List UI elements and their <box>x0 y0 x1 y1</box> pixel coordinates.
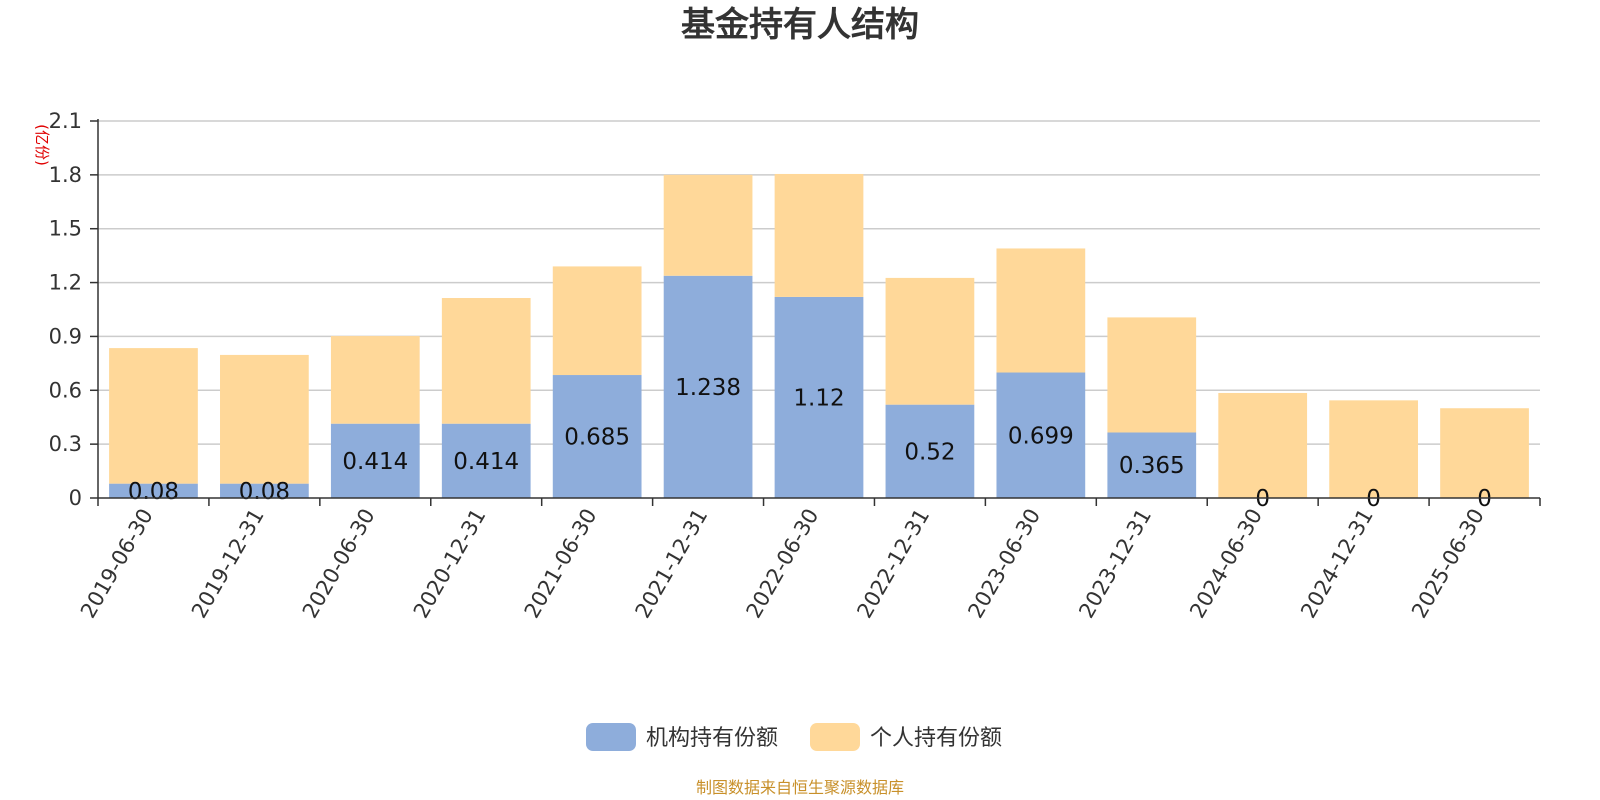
data-label-institutional: 0.414 <box>342 449 408 475</box>
data-label-institutional: 1.12 <box>793 385 844 411</box>
data-label-institutional: 0.685 <box>564 425 630 451</box>
y-tick-label: 0.3 <box>49 432 82 456</box>
y-axis: 0 0.3 0.6 0.9 1.2 1.5 1.8 2.1(亿份) <box>33 109 99 510</box>
y-tick-label: 2.1 <box>49 109 82 133</box>
y-tick-label: 1.5 <box>49 217 82 241</box>
bar-individual[interactable] <box>109 348 198 484</box>
bar-institutional[interactable] <box>996 372 1086 498</box>
x-tick-label: 2020-12-31 <box>409 505 491 623</box>
bars <box>109 173 1529 498</box>
x-tick-label: 2019-12-31 <box>187 505 269 623</box>
y-tick-label: 1.2 <box>49 271 82 295</box>
bar-individual[interactable] <box>1329 400 1418 498</box>
legend-swatch[interactable] <box>810 723 860 751</box>
bar-institutional[interactable] <box>774 296 864 498</box>
data-label-institutional: 1.238 <box>675 375 741 401</box>
bar-individual[interactable] <box>441 298 531 424</box>
data-label-institutional: 0.414 <box>453 449 519 475</box>
data-label-institutional: 0.365 <box>1119 453 1185 479</box>
x-tick-label: 2024-12-31 <box>1296 505 1378 623</box>
x-tick-label: 2019-06-30 <box>76 505 158 623</box>
data-label-institutional: 0.08 <box>128 479 179 505</box>
data-label-institutional: 0 <box>1366 486 1381 512</box>
bar-individual[interactable] <box>885 277 975 405</box>
data-labels: 0.08 0.08 0.414 0.414 0.685 1.238 1.12 0.52 0.69… <box>128 375 1492 512</box>
bar-individual[interactable] <box>1107 317 1197 433</box>
x-tick-label: 2023-06-30 <box>963 505 1045 623</box>
y-tick-label: 0.9 <box>49 324 82 348</box>
y-axis-unit: (亿份) <box>33 124 51 166</box>
y-tick-label: 0 <box>69 486 82 510</box>
bar-institutional[interactable] <box>220 483 309 498</box>
x-tick-label: 2025-06-30 <box>1407 505 1489 623</box>
bar-individual[interactable] <box>1218 392 1308 498</box>
bar-institutional[interactable] <box>109 483 198 498</box>
x-tick-label: 2021-12-31 <box>631 505 713 623</box>
x-tick-label: 2023-12-31 <box>1074 505 1156 623</box>
legend-swatch[interactable] <box>586 723 636 751</box>
bar-institutional[interactable] <box>663 275 753 498</box>
bar-individual[interactable] <box>552 266 642 376</box>
data-label-institutional: 0.08 <box>239 479 290 505</box>
legend-item-label[interactable]: 个人持有份额 <box>870 726 1002 751</box>
x-axis: 2019-06-30 2019-12-31 2020-06-30 2020-12-31… <box>76 497 1541 623</box>
bar-institutional[interactable] <box>552 375 642 498</box>
chart-title: 基金持有人结构 <box>681 5 919 45</box>
x-tick-label: 2021-06-30 <box>520 505 602 623</box>
legend[interactable]: 机构持有份额 个人持有份额 <box>586 723 1002 751</box>
bar-individual[interactable] <box>996 248 1086 373</box>
data-label-institutional: 0 <box>1255 486 1270 512</box>
y-tick-label: 0.6 <box>49 378 82 402</box>
bar-individual[interactable] <box>220 354 309 484</box>
x-tick-label: 2024-06-30 <box>1185 505 1267 623</box>
bar-individual[interactable] <box>774 173 864 297</box>
source-note: 制图数据来自恒生聚源数据库 <box>696 778 904 797</box>
bar-individual[interactable] <box>330 336 420 424</box>
bar-institutional[interactable] <box>885 404 975 498</box>
bar-institutional[interactable] <box>330 423 420 498</box>
x-tick-label: 2022-12-31 <box>852 505 934 623</box>
x-tick-label: 2022-06-30 <box>742 505 824 623</box>
data-label-institutional: 0.52 <box>904 439 955 465</box>
bar-individual[interactable] <box>1440 408 1529 498</box>
x-tick-label: 2020-06-30 <box>298 505 380 623</box>
bar-institutional[interactable] <box>441 423 531 498</box>
legend-item-label[interactable]: 机构持有份额 <box>646 726 778 751</box>
y-tick-label: 1.8 <box>49 163 82 187</box>
data-label-institutional: 0.699 <box>1008 423 1074 449</box>
bar-institutional[interactable] <box>1107 432 1197 498</box>
bar-individual[interactable] <box>663 174 753 276</box>
data-label-institutional: 0 <box>1477 486 1492 512</box>
